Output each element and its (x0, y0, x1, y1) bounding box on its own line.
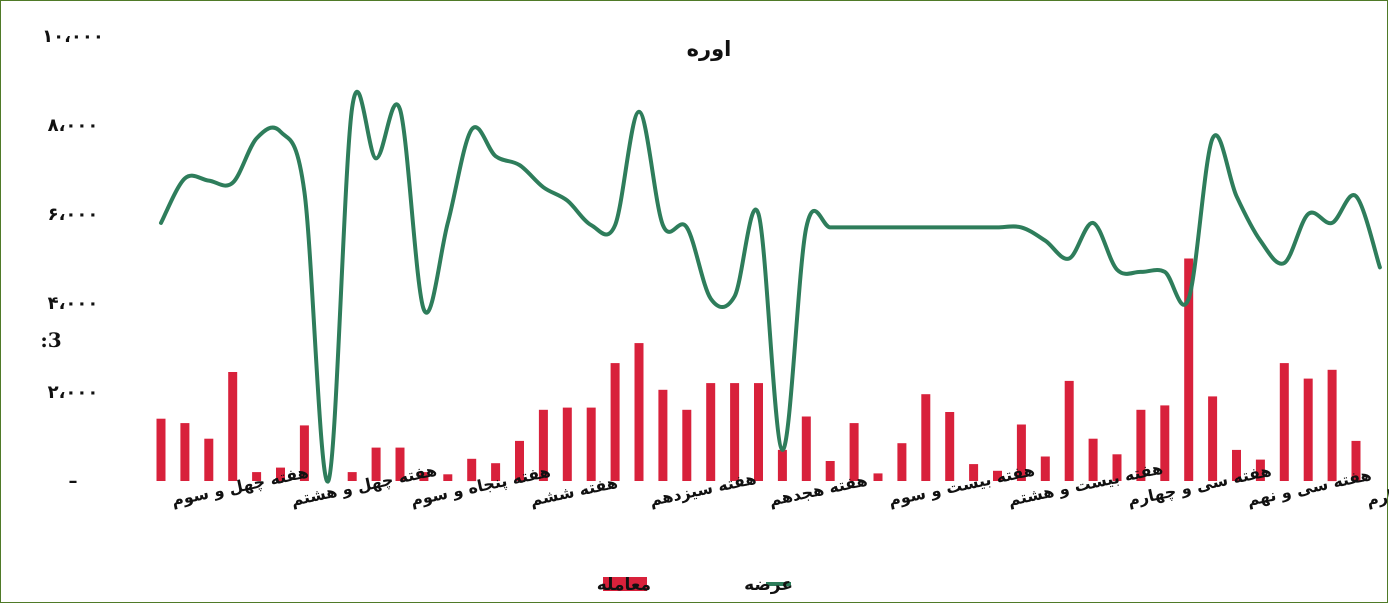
bar-12 (443, 474, 453, 481)
legend-label-bar: معامله (597, 575, 651, 595)
bar-6 (299, 425, 309, 481)
y-tick-label: ۸،۰۰۰ (48, 115, 99, 136)
bar-24 (730, 383, 740, 481)
legend-swatch-bar (603, 577, 647, 591)
y-tick-label: – (69, 471, 78, 492)
bar-39 (1088, 438, 1098, 481)
bar-10 (395, 447, 405, 481)
bar-8 (347, 472, 357, 481)
bar-20 (634, 343, 644, 481)
y-tick-label: ۲،۰۰۰ (48, 382, 99, 403)
bar-33 (945, 412, 955, 481)
bar-15 (515, 440, 524, 481)
y-tick-label: ۴،۰۰۰ (48, 293, 99, 314)
line-layer (159, 90, 1382, 484)
bar-22 (682, 409, 692, 481)
bar-37 (1040, 456, 1050, 481)
bar-47 (1279, 363, 1289, 481)
bar-38 (1064, 380, 1074, 481)
bar-3 (228, 372, 238, 481)
bar-49 (1327, 369, 1337, 482)
legend: معامله عرضه (597, 575, 793, 595)
bar-48 (1303, 378, 1313, 481)
bar-34 (969, 464, 979, 481)
bar-43 (1184, 258, 1194, 481)
bar-30 (873, 473, 883, 481)
bar-19 (610, 363, 620, 481)
bar-14 (491, 463, 501, 481)
bar-1 (180, 423, 190, 481)
x-tick-label: هفته چهل و سوم (170, 462, 310, 511)
bar-36 (1016, 424, 1026, 481)
bar-4 (252, 472, 262, 481)
stray-mark: 3: (40, 328, 61, 352)
bar-35 (993, 470, 1002, 481)
bar-27 (801, 416, 811, 481)
bar-28 (825, 461, 835, 481)
bar-40 (1112, 454, 1122, 481)
x-tick-group: هفته چهل و سوم (170, 462, 310, 511)
bar-31 (897, 443, 907, 481)
bar-0 (156, 418, 166, 481)
y-tick-label: ۱۰،۰۰۰ (42, 26, 104, 47)
bar-44 (1208, 396, 1218, 481)
bar-21 (658, 389, 668, 481)
bar-18 (586, 407, 596, 481)
bar-11 (419, 472, 429, 481)
bar-9 (371, 447, 381, 481)
bar-32 (921, 394, 931, 481)
bar-23 (706, 383, 716, 481)
bar-29 (849, 423, 859, 481)
chart-title: اوره (687, 37, 732, 61)
bar-42 (1160, 405, 1170, 481)
series-line-supply (159, 90, 1382, 484)
bar-26 (777, 449, 787, 481)
bar-25 (754, 383, 763, 481)
bar-45 (1232, 449, 1241, 481)
bar-13 (467, 458, 477, 482)
legend-label-line: عرضه (744, 575, 793, 595)
bar-5 (276, 467, 285, 481)
bar-41 (1136, 409, 1146, 481)
y-tick-label: ۶،۰۰۰ (48, 204, 99, 225)
bars-layer (156, 258, 1361, 482)
bar-17 (562, 407, 572, 481)
y-axis-ticks: ۱۰،۰۰۰ ۸،۰۰۰ ۶،۰۰۰ ۴،۰۰۰ ۲،۰۰۰ – (42, 26, 104, 492)
bar-2 (204, 438, 214, 481)
bar-50 (1351, 440, 1361, 481)
bar-16 (538, 409, 548, 481)
bar-46 (1255, 459, 1265, 481)
